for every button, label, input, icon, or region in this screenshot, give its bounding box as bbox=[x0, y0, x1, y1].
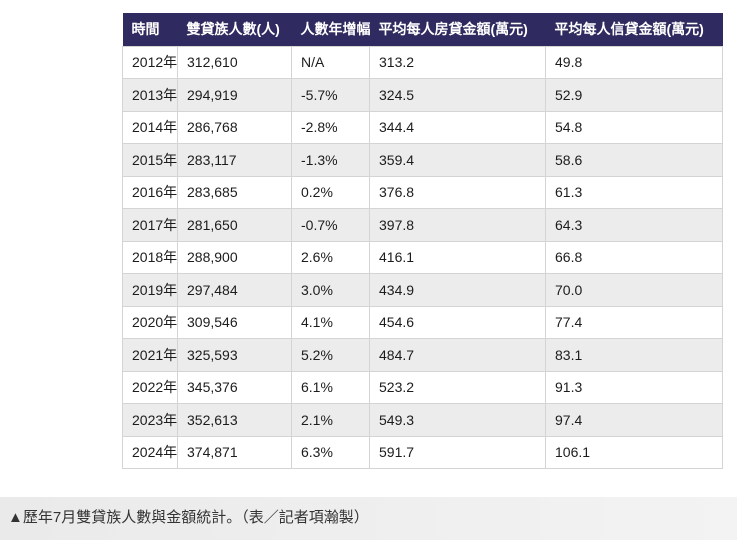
table-cell: 297,484 bbox=[177, 273, 292, 307]
table-cell: 0.2% bbox=[291, 175, 370, 209]
caption-text: ▲歷年7月雙貸族人數與金額統計。（表／記者項瀚製） bbox=[8, 509, 369, 526]
table-cell: -2.8% bbox=[291, 110, 370, 144]
table-cell: 2.1% bbox=[291, 403, 370, 437]
table-cell: -0.7% bbox=[291, 208, 370, 242]
table-cell: 49.8 bbox=[545, 45, 723, 79]
table-cell: 325,593 bbox=[177, 338, 292, 372]
table-row: 2013年 294,919 -5.7% 324.5 52.9 bbox=[122, 78, 723, 112]
table-row: 2021年 325,593 5.2% 484.7 83.1 bbox=[122, 338, 723, 372]
header-cell: 平均每人信貸金額(萬元) bbox=[545, 13, 723, 46]
table-row: 2019年 297,484 3.0% 434.9 70.0 bbox=[122, 273, 723, 307]
table-cell: 2017年 bbox=[122, 208, 178, 242]
table-row: 2017年 281,650 -0.7% 397.8 64.3 bbox=[122, 208, 723, 242]
table-cell: 344.4 bbox=[369, 110, 546, 144]
table-row: 2024年 374,871 6.3% 591.7 106.1 bbox=[122, 435, 723, 469]
table-row: 2016年 283,685 0.2% 376.8 61.3 bbox=[122, 175, 723, 209]
table-cell: 77.4 bbox=[545, 305, 723, 339]
table-cell: 523.2 bbox=[369, 370, 546, 404]
table-cell: 61.3 bbox=[545, 175, 723, 209]
table-row: 2015年 283,117 -1.3% 359.4 58.6 bbox=[122, 143, 723, 177]
table-row: 2012年 312,610 N/A 313.2 49.8 bbox=[122, 45, 723, 79]
table-cell: 376.8 bbox=[369, 175, 546, 209]
table-cell: 83.1 bbox=[545, 338, 723, 372]
header-cell: 雙貸族人數(人) bbox=[177, 13, 292, 46]
table-cell: 2.6% bbox=[291, 240, 370, 274]
table-cell: 2023年 bbox=[122, 403, 178, 437]
table-row: 2022年 345,376 6.1% 523.2 91.3 bbox=[122, 370, 723, 404]
table-cell: 3.0% bbox=[291, 273, 370, 307]
table-cell: -1.3% bbox=[291, 143, 370, 177]
header-row: 時間 雙貸族人數(人) 人數年增幅 平均每人房貸金額(萬元) 平均每人信貸金額(萬元) bbox=[122, 13, 723, 46]
table-cell: 283,117 bbox=[177, 143, 292, 177]
table-cell: 2015年 bbox=[122, 143, 178, 177]
table-row: 2018年 288,900 2.6% 416.1 66.8 bbox=[122, 240, 723, 274]
table-cell: 484.7 bbox=[369, 338, 546, 372]
table-cell: 2018年 bbox=[122, 240, 178, 274]
table-cell: 416.1 bbox=[369, 240, 546, 274]
table-cell: 4.1% bbox=[291, 305, 370, 339]
table-cell: 2013年 bbox=[122, 78, 178, 112]
table-cell: 2019年 bbox=[122, 273, 178, 307]
table-cell: 2021年 bbox=[122, 338, 178, 372]
table-header: 時間 雙貸族人數(人) 人數年增幅 平均每人房貸金額(萬元) 平均每人信貸金額(萬元) bbox=[122, 13, 723, 46]
table-cell: 324.5 bbox=[369, 78, 546, 112]
table-cell: 2014年 bbox=[122, 110, 178, 144]
table-cell: 374,871 bbox=[177, 435, 292, 469]
table-cell: 106.1 bbox=[545, 435, 723, 469]
table-cell: 2016年 bbox=[122, 175, 178, 209]
table-cell: 294,919 bbox=[177, 78, 292, 112]
table-cell: 454.6 bbox=[369, 305, 546, 339]
table-cell: 6.3% bbox=[291, 435, 370, 469]
table-cell: 91.3 bbox=[545, 370, 723, 404]
table-cell: 58.6 bbox=[545, 143, 723, 177]
table-cell: 97.4 bbox=[545, 403, 723, 437]
table-cell: 309,546 bbox=[177, 305, 292, 339]
stats-table: 時間 雙貸族人數(人) 人數年增幅 平均每人房貸金額(萬元) 平均每人信貸金額(萬元) … bbox=[122, 13, 723, 469]
table-cell: 281,650 bbox=[177, 208, 292, 242]
table-cell: 352,613 bbox=[177, 403, 292, 437]
header-cell: 時間 bbox=[122, 13, 178, 46]
table-cell: 359.4 bbox=[369, 143, 546, 177]
table-cell: 54.8 bbox=[545, 110, 723, 144]
table-cell: 70.0 bbox=[545, 273, 723, 307]
table-cell: 312,610 bbox=[177, 45, 292, 79]
table-cell: 283,685 bbox=[177, 175, 292, 209]
table-cell: 2012年 bbox=[122, 45, 178, 79]
table-cell: 66.8 bbox=[545, 240, 723, 274]
table-cell: 591.7 bbox=[369, 435, 546, 469]
table-cell: 2024年 bbox=[122, 435, 178, 469]
table-cell: 313.2 bbox=[369, 45, 546, 79]
table-row: 2020年 309,546 4.1% 454.6 77.4 bbox=[122, 305, 723, 339]
table-cell: 288,900 bbox=[177, 240, 292, 274]
table-cell: 397.8 bbox=[369, 208, 546, 242]
table-cell: 434.9 bbox=[369, 273, 546, 307]
table-cell: -5.7% bbox=[291, 78, 370, 112]
table-cell: 5.2% bbox=[291, 338, 370, 372]
table-row: 2014年 286,768 -2.8% 344.4 54.8 bbox=[122, 110, 723, 144]
table-cell: 64.3 bbox=[545, 208, 723, 242]
table-cell: N/A bbox=[291, 45, 370, 79]
header-cell: 人數年增幅 bbox=[291, 13, 370, 46]
table-cell: 2022年 bbox=[122, 370, 178, 404]
caption-band: ▲歷年7月雙貸族人數與金額統計。（表／記者項瀚製） bbox=[0, 497, 737, 540]
table-body: 2012年 312,610 N/A 313.2 49.8 2013年 294,919 -5.7… bbox=[122, 45, 723, 469]
table-cell: 549.3 bbox=[369, 403, 546, 437]
table-row: 2023年 352,613 2.1% 549.3 97.4 bbox=[122, 403, 723, 437]
table-cell: 6.1% bbox=[291, 370, 370, 404]
table-cell: 345,376 bbox=[177, 370, 292, 404]
header-cell: 平均每人房貸金額(萬元) bbox=[369, 13, 546, 46]
table-cell: 286,768 bbox=[177, 110, 292, 144]
table-cell: 2020年 bbox=[122, 305, 178, 339]
table-cell: 52.9 bbox=[545, 78, 723, 112]
